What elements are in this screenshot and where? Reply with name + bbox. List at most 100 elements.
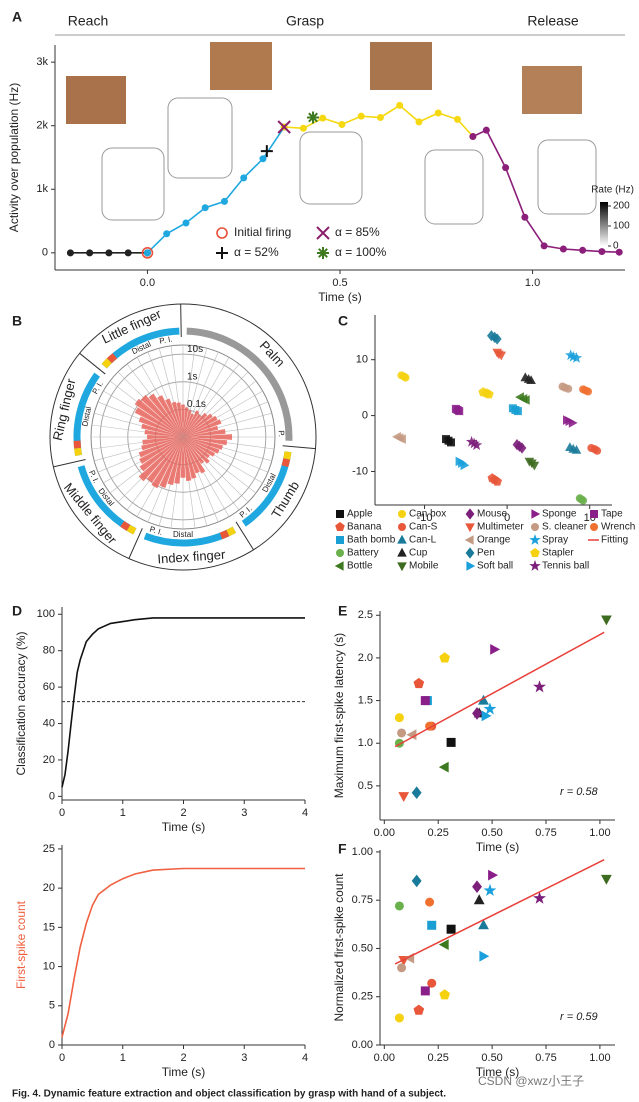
wedge (159, 437, 183, 488)
x-axis-label: Time (s) (476, 1065, 520, 1079)
y-tick-label: 60 (43, 681, 55, 693)
x-tick-label: 0.0 (140, 277, 155, 289)
wedge (174, 437, 183, 484)
wedge (134, 407, 183, 437)
y-axis-label: Normalized first-spike count (332, 873, 346, 1022)
data-point (579, 246, 587, 254)
legend-symbol (530, 548, 540, 557)
phase-label: Reach (68, 13, 108, 29)
legend-symbol (397, 547, 407, 557)
phase-label: Grasp (286, 13, 324, 29)
legend-label: Multimeter (477, 522, 524, 533)
data-point (483, 883, 497, 896)
region-separator (128, 528, 143, 559)
wedge (183, 437, 197, 479)
legend-symbol (216, 227, 228, 239)
legend-label: Mouse (477, 509, 507, 520)
sub-label: P. I. (159, 335, 174, 346)
wedge (138, 437, 183, 458)
data-point (523, 374, 534, 383)
y-tick-label: 20 (43, 882, 55, 894)
x-tick-label: 0.00 (374, 827, 395, 839)
y-tick-label: 0.25 (352, 991, 373, 1003)
data-point (577, 495, 586, 504)
wedge (171, 401, 183, 437)
wedge (134, 398, 183, 437)
y-tick-label: 0.50 (352, 942, 373, 954)
legend-symbol (336, 549, 344, 557)
data-point (163, 230, 171, 238)
legend-symbol (336, 536, 344, 544)
legend-symbol (464, 535, 474, 545)
y-tick-label: 25 (43, 843, 55, 855)
data-point (494, 350, 504, 360)
y-tick-label: 0 (42, 247, 48, 259)
sub-label: P. I. (149, 525, 164, 537)
y-tick-label: 0.5 (358, 780, 373, 792)
data-point (598, 248, 606, 256)
y-tick-label: 10 (356, 354, 368, 366)
data-point (590, 445, 599, 454)
y-tick-label: 10 (43, 960, 55, 972)
data-point (240, 174, 248, 182)
y-tick-label: 15 (43, 921, 55, 933)
legend-label: S. cleaner (542, 522, 588, 533)
data-point (397, 728, 407, 738)
wedge (183, 434, 233, 440)
x-tick-label: 1 (120, 807, 126, 819)
x-tick-label: 0.75 (535, 1052, 556, 1064)
data-point (479, 950, 490, 962)
radial-tick-label: 0.1s (187, 399, 206, 410)
wedge (183, 415, 218, 437)
x-tick-label: 0.75 (535, 827, 556, 839)
data-point (398, 792, 410, 802)
data-point (490, 644, 501, 655)
data-point (465, 435, 478, 447)
data-point (86, 249, 94, 257)
legend-symbol (398, 523, 406, 531)
wedge (183, 413, 213, 437)
data-point (394, 713, 404, 723)
y-tick-label: 0.00 (352, 1039, 373, 1051)
annotation: r = 0.59 (560, 1011, 598, 1023)
legend-label: Wrench (601, 522, 635, 533)
colorbar-title: Rate (Hz) (591, 185, 634, 196)
data-point (411, 786, 422, 799)
legend-symbol (397, 534, 407, 544)
wedge (142, 437, 183, 445)
colorbar-tick-label: 0 (613, 241, 619, 252)
radial-tick-label: 10s (187, 344, 203, 355)
data-point (357, 112, 365, 120)
data-point (470, 439, 483, 451)
legend-symbol (465, 523, 475, 533)
legend-label: α = 85% (335, 225, 380, 239)
wedge (183, 413, 194, 437)
wedge (140, 394, 183, 437)
legend-symbol (590, 510, 598, 518)
data-point (220, 197, 228, 205)
data-point (201, 204, 209, 212)
legend-label: Can-S (409, 522, 438, 533)
legend-symbol (397, 562, 407, 572)
legend-label: Cup (409, 548, 428, 559)
data-point (411, 874, 422, 888)
data-point (182, 219, 190, 227)
colorbar-tick-label: 100 (613, 221, 630, 232)
wedge (183, 429, 226, 437)
legend-label: Apple (347, 509, 373, 520)
hand-sketch (101, 147, 165, 221)
legend-label: Orange (477, 535, 511, 546)
data-point (259, 155, 267, 163)
data-point (394, 433, 404, 443)
data-point (468, 437, 480, 449)
region-mark (74, 447, 83, 456)
data-point (568, 443, 578, 453)
wedge (138, 416, 183, 437)
data-point (518, 394, 528, 404)
data-point (299, 124, 307, 132)
y-axis-label: Classification accuracy (%) (14, 631, 28, 775)
x-tick-label: -10 (417, 512, 433, 524)
data-point (124, 249, 132, 257)
legend-symbol (466, 561, 476, 571)
data-point (105, 249, 113, 257)
